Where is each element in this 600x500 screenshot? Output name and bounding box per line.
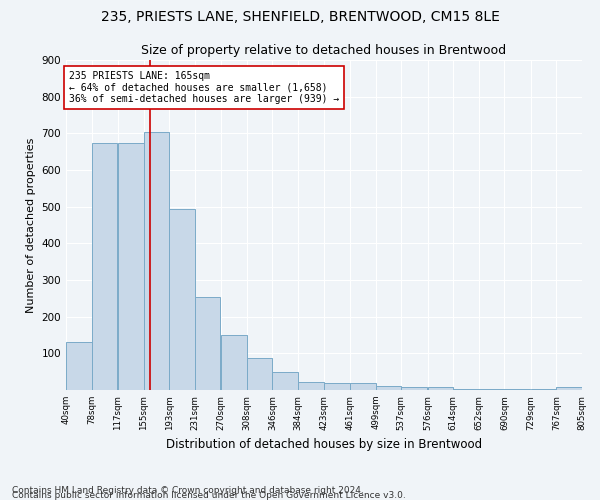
Bar — [92, 142, 117, 390]
Bar — [453, 388, 479, 390]
Text: Contains HM Land Registry data © Crown copyright and database right 2024.: Contains HM Land Registry data © Crown c… — [12, 486, 364, 495]
Bar — [479, 389, 505, 390]
Bar — [118, 142, 143, 390]
Bar — [376, 386, 401, 390]
Bar — [325, 384, 350, 390]
Bar — [143, 132, 169, 390]
Bar — [247, 358, 272, 390]
Bar — [195, 297, 220, 390]
Y-axis label: Number of detached properties: Number of detached properties — [26, 138, 36, 312]
X-axis label: Distribution of detached houses by size in Brentwood: Distribution of detached houses by size … — [166, 438, 482, 451]
Bar — [401, 387, 427, 390]
Bar — [428, 387, 453, 390]
Bar — [272, 372, 298, 390]
Text: Contains public sector information licensed under the Open Government Licence v3: Contains public sector information licen… — [12, 490, 406, 500]
Text: 235 PRIESTS LANE: 165sqm
← 64% of detached houses are smaller (1,658)
36% of sem: 235 PRIESTS LANE: 165sqm ← 64% of detach… — [68, 71, 339, 104]
Title: Size of property relative to detached houses in Brentwood: Size of property relative to detached ho… — [142, 44, 506, 58]
Bar — [66, 342, 92, 390]
Text: 235, PRIESTS LANE, SHENFIELD, BRENTWOOD, CM15 8LE: 235, PRIESTS LANE, SHENFIELD, BRENTWOOD,… — [101, 10, 499, 24]
Bar — [298, 382, 323, 390]
Bar — [169, 209, 195, 390]
Bar — [221, 335, 247, 390]
Bar — [350, 384, 376, 390]
Bar — [556, 387, 582, 390]
